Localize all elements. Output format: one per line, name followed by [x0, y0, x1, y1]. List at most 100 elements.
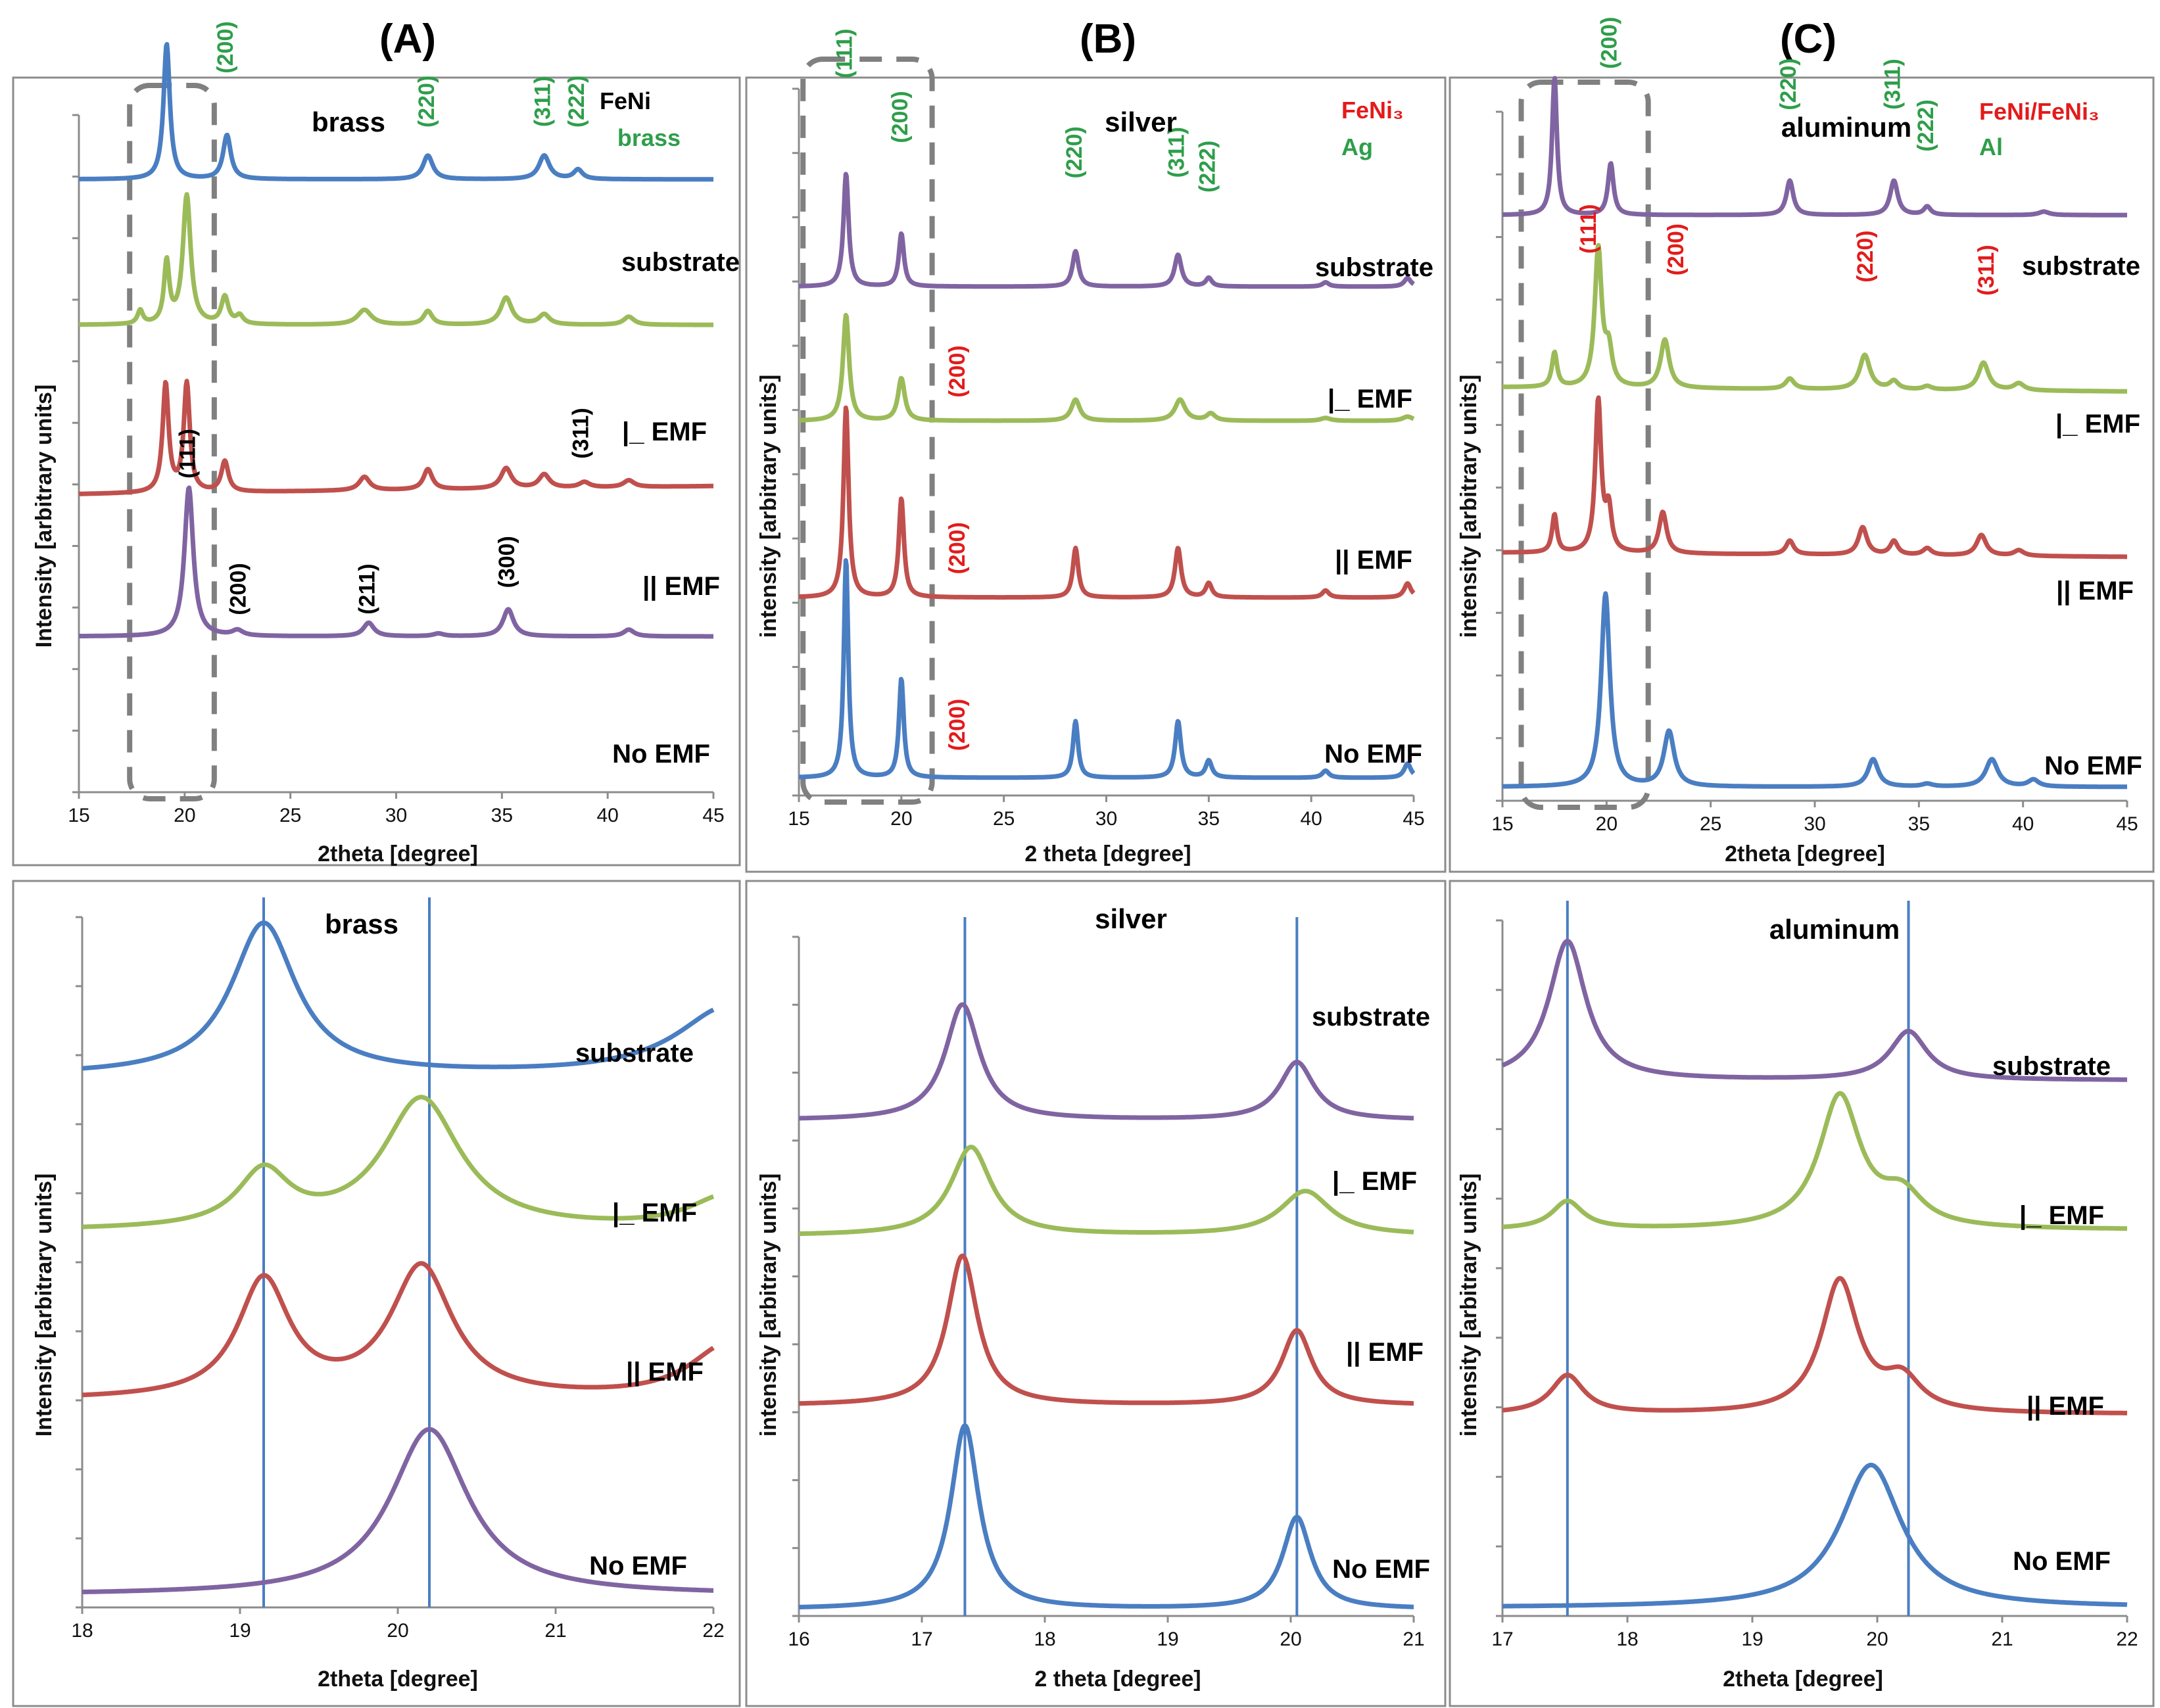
series-line-emf — [77, 379, 715, 496]
panel-aluminum-zoom: 17 18 19 20 21 22 aluminum substrate |_ EMF |… — [1449, 880, 2155, 1707]
series-line-substrate — [797, 172, 1416, 289]
legend-feni: FeNi — [600, 87, 651, 114]
series-line-substrate — [77, 41, 715, 182]
peak-index-label: (200) — [945, 345, 970, 397]
x-tick-label: 16 — [788, 1628, 809, 1650]
x-axis-label: 2theta [degree] — [1725, 842, 1885, 866]
series-label-no-emf: No EMF — [589, 1552, 687, 1580]
peak-index-label: (200) — [1664, 224, 1689, 275]
plot-area: 15202530354045(111)(200)(220)(311)(222)(… — [68, 21, 724, 826]
series-line-emf — [797, 1253, 1416, 1406]
x-tick-label: 15 — [68, 805, 89, 826]
series-label-par-emf: || EMF — [626, 1358, 704, 1387]
y-axis-label: Intensity [arbitrary units] — [32, 385, 57, 648]
peak-index-label: (220) — [1062, 126, 1087, 178]
peak-index-label: (211) — [355, 563, 380, 615]
series-line-emf — [797, 312, 1416, 423]
zoom-region-dashed-box — [800, 57, 935, 805]
series-line-emf — [797, 405, 1416, 600]
peak-index-label: (111) — [1576, 204, 1601, 254]
plot-area: 18 19 20 21 22 — [71, 897, 725, 1642]
panel-title: aluminum — [1769, 914, 1900, 945]
x-tick-label: 15 — [1491, 813, 1513, 835]
panel-aluminum-full-scan: 15 20 25 30 35 40 45 (111) (200) (220) (311) (222) (… — [1449, 17, 2155, 873]
x-tick-label: 21 — [1991, 1628, 2013, 1650]
legend-ag: Ag — [1341, 133, 1373, 160]
x-tick-label: 35 — [491, 805, 513, 826]
panel-silver-full-scan: 15 20 25 30 35 40 45 (111) (200) (220) (311) (222) (… — [745, 28, 1447, 873]
x-tick-label: 20 — [1280, 1628, 1301, 1650]
x-tick-label: 19 — [229, 1620, 251, 1642]
x-axis-label: 2theta [degree] — [1723, 1667, 1883, 1692]
peak-index-label: (200) — [888, 91, 913, 143]
y-axis-label: intensity [arbitrary units] — [756, 1174, 781, 1437]
series-line-emf — [797, 1145, 1416, 1237]
series-line-emf — [80, 1261, 715, 1398]
legend-feni3: FeNi₃ — [1341, 97, 1404, 124]
series-line-emf — [80, 1095, 715, 1229]
peak-index-label: (311) — [569, 408, 594, 459]
series-line-no-emf — [797, 558, 1416, 780]
x-tick-label: 20 — [1596, 813, 1618, 835]
y-axis-label: intensity [arbitrary units] — [1456, 1174, 1481, 1437]
x-tick-label: 45 — [702, 805, 724, 826]
x-tick-label: 19 — [1157, 1628, 1178, 1650]
peak-index-label: (311) — [1880, 59, 1905, 110]
panel-frame — [745, 880, 1447, 1707]
y-axis-label: Intensity [arbitrary units] — [32, 1174, 57, 1437]
x-tick-label: 18 — [1616, 1628, 1638, 1650]
series-label-par-emf: || EMF — [642, 572, 720, 601]
legend-al: Al — [1979, 133, 2003, 160]
x-tick-label: 45 — [1403, 808, 1424, 830]
x-tick-label: 21 — [544, 1620, 566, 1642]
series-label-perp-emf: |_ EMF — [2055, 410, 2140, 439]
panel-silver-zoom: 16 17 18 19 20 21 silver substrate |_ EMF || … — [745, 880, 1447, 1707]
series-line-no-emf — [1500, 1462, 2129, 1609]
legend-brass: brass — [617, 124, 681, 151]
x-tick-label: 21 — [1403, 1628, 1424, 1650]
peak-index-label: (220) — [414, 76, 439, 128]
plot-area: 16 17 18 19 20 21 — [788, 917, 1425, 1650]
panel-title: brass — [325, 909, 398, 939]
x-tick-label: 35 — [1198, 808, 1220, 830]
x-axis-label: 2theta [degree] — [318, 1667, 478, 1692]
series-label-perp-emf: |_ EMF — [1332, 1167, 1417, 1196]
panel-frame — [1449, 880, 2155, 1707]
peak-index-label: (311) — [1164, 127, 1189, 178]
series-line-substrate — [1500, 938, 2129, 1082]
x-axis-label: 2theta [degree] — [318, 842, 478, 866]
x-tick-label: 17 — [911, 1628, 932, 1650]
panel-title: brass — [312, 107, 385, 137]
panel-title: aluminum — [1781, 112, 1911, 143]
series-label-substrate: substrate — [575, 1039, 694, 1068]
panel-frame — [12, 880, 741, 1707]
peak-index-label: (200) — [945, 699, 970, 751]
series-label-substrate: substrate — [1315, 253, 1433, 282]
panel-frame — [1449, 76, 2155, 873]
x-tick-label: 22 — [2116, 1628, 2138, 1650]
series-label-perp-emf: |_ EMF — [2019, 1201, 2104, 1230]
legend-feni-feni3: FeNi/FeNi₃ — [1979, 98, 2100, 125]
x-axis-label: 2 theta [degree] — [1034, 1667, 1201, 1692]
peak-index-label: (111) — [175, 429, 200, 479]
x-tick-label: 15 — [788, 808, 809, 830]
x-tick-label: 40 — [596, 805, 618, 826]
series-line-no-emf — [797, 1423, 1416, 1609]
peak-index-label: (200) — [213, 21, 238, 73]
panel-frame — [745, 76, 1447, 873]
peak-index-label: (200) — [945, 522, 970, 574]
x-tick-label: 17 — [1491, 1628, 1513, 1650]
series-line-no-emf — [77, 485, 715, 639]
peak-index-label: (300) — [494, 536, 519, 588]
peak-index-label: (311) — [1974, 245, 1999, 296]
peak-index-label: (222) — [1195, 141, 1220, 193]
series-label-substrate: substrate — [1992, 1052, 2111, 1081]
series-label-par-emf: || EMF — [1346, 1338, 1424, 1367]
series-label-par-emf: || EMF — [2056, 577, 2134, 605]
figure-label-b: (B) — [1080, 16, 1136, 62]
peak-index-label: (200) — [1597, 17, 1622, 69]
series-label-no-emf: No EMF — [612, 740, 710, 769]
x-tick-label: 22 — [702, 1620, 724, 1642]
y-axis-label: intensity [arbitrary units] — [756, 375, 781, 638]
